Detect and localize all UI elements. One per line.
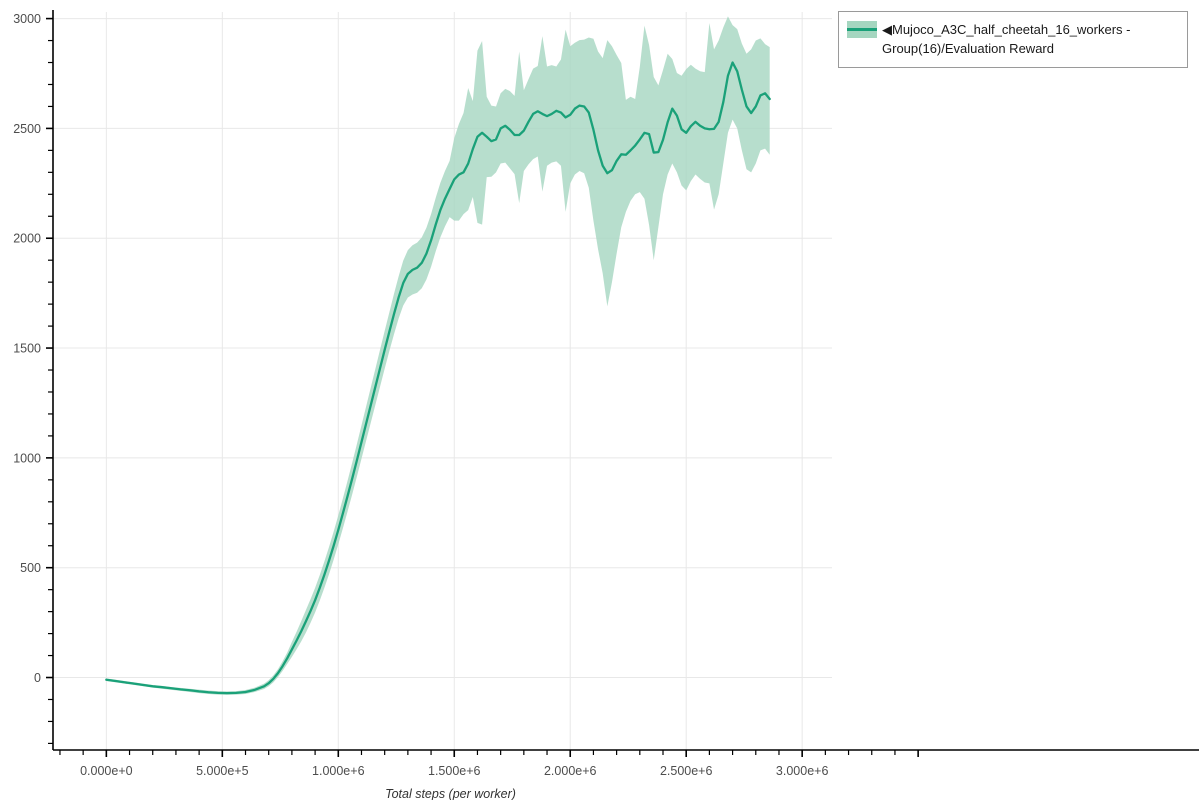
x-tick-label: 3.000e+6 — [776, 764, 829, 778]
legend-series-name: Mujoco_A3C_half_cheetah_16_workers - Gro… — [882, 22, 1131, 56]
y-tick-label: 1500 — [13, 342, 41, 356]
y-tick-label: 0 — [34, 671, 41, 685]
confidence-band — [106, 16, 770, 695]
series-line-layer — [105, 61, 771, 695]
axes-layer — [46, 10, 1199, 757]
legend-marker-icon: ◀ — [882, 22, 892, 37]
y-tick-label: 2500 — [13, 122, 41, 136]
y-tick-label: 3000 — [13, 12, 41, 26]
x-tick-label: 2.500e+6 — [660, 764, 713, 778]
y-tick-label: 2000 — [13, 232, 41, 246]
x-tick-label: 1.000e+6 — [312, 764, 365, 778]
legend-entry[interactable]: ◀Mujoco_A3C_half_cheetah_16_workers - Gr… — [847, 20, 1181, 58]
legend-color-swatch — [847, 21, 877, 38]
x-tick-label: 1.500e+6 — [428, 764, 481, 778]
legend-line-swatch — [847, 28, 877, 31]
x-tick-label: 2.000e+6 — [544, 764, 597, 778]
axis-labels-layer: 0 500 1000 1500 2000 2500 3000 0.000e+0 5.000e+5… — [13, 12, 828, 800]
x-axis-title: Total steps (per worker) — [385, 787, 516, 800]
y-tick-label: 500 — [20, 561, 41, 575]
legend[interactable]: ◀Mujoco_A3C_half_cheetah_16_workers - Gr… — [838, 11, 1188, 68]
series-line — [105, 61, 771, 695]
x-tick-label: 0.000e+0 — [80, 764, 133, 778]
x-tick-label: 5.000e+5 — [196, 764, 249, 778]
legend-entry-label: ◀Mujoco_A3C_half_cheetah_16_workers - Gr… — [882, 20, 1181, 58]
y-tick-label: 1000 — [13, 451, 41, 465]
confidence-band-layer — [106, 16, 770, 695]
